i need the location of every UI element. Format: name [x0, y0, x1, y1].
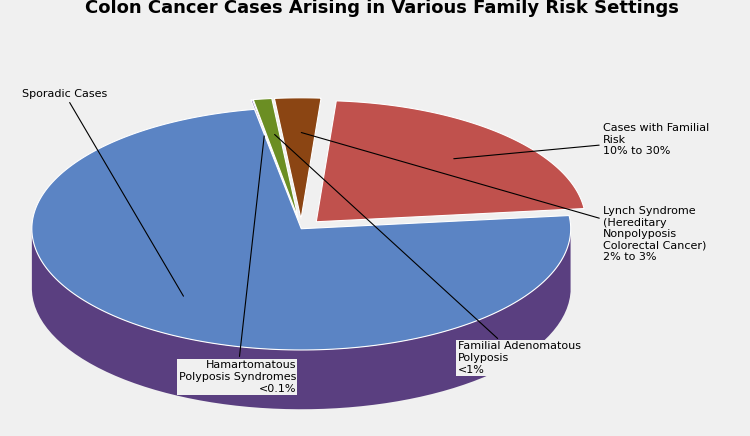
Text: Lynch Syndrome
(Hereditary
Nonpolyposis
Colorectal Cancer)
2% to 3%: Lynch Syndrome (Hereditary Nonpolyposis …: [302, 133, 706, 262]
Title: Colon Cancer Cases Arising in Various Family Risk Settings: Colon Cancer Cases Arising in Various Fa…: [86, 0, 679, 17]
Polygon shape: [254, 99, 298, 219]
Polygon shape: [274, 98, 321, 219]
Text: Sporadic Cases: Sporadic Cases: [22, 89, 184, 296]
Text: Hamartomatous
Polyposis Syndromes
<0.1%: Hamartomatous Polyposis Syndromes <0.1%: [178, 136, 296, 394]
Polygon shape: [251, 100, 298, 219]
Polygon shape: [32, 109, 571, 350]
Text: Cases with Familial
Risk
10% to 30%: Cases with Familial Risk 10% to 30%: [454, 123, 710, 159]
Text: Familial Adenomatous
Polyposis
<1%: Familial Adenomatous Polyposis <1%: [274, 134, 580, 375]
Polygon shape: [316, 101, 584, 222]
Polygon shape: [32, 230, 571, 409]
